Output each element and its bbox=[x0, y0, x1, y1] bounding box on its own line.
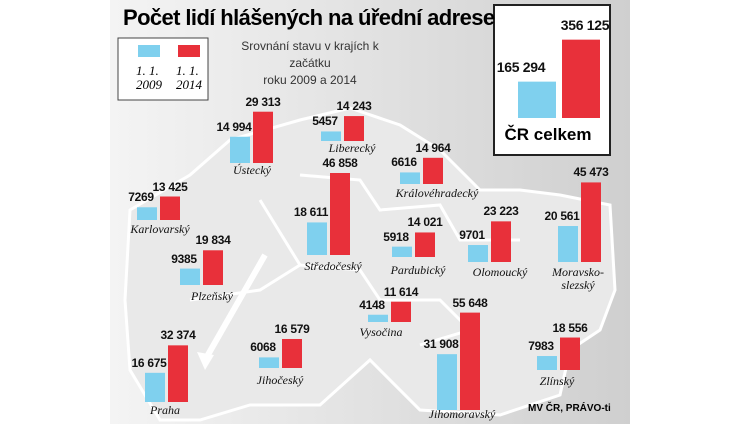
value-label: 18 556 bbox=[552, 320, 588, 335]
value-label: 55 648 bbox=[452, 295, 488, 310]
bar bbox=[391, 301, 411, 322]
value-label: 7983 bbox=[528, 339, 554, 354]
bar bbox=[460, 312, 480, 410]
legend-label: 1. 1. 2014 bbox=[176, 63, 202, 92]
bar bbox=[330, 172, 350, 255]
bar bbox=[368, 314, 388, 322]
value-label: 31 908 bbox=[423, 337, 459, 352]
value-label: 5457 bbox=[312, 114, 338, 129]
value-label: 13 425 bbox=[152, 179, 188, 194]
value-label: 4148 bbox=[359, 297, 385, 312]
bar bbox=[558, 226, 578, 262]
region-label: Liberecký bbox=[328, 141, 376, 155]
value-label: 23 223 bbox=[483, 204, 519, 219]
value-label: 14 021 bbox=[407, 215, 443, 230]
bar bbox=[400, 172, 420, 184]
region-label: Středočeský bbox=[304, 259, 362, 273]
bar bbox=[145, 372, 165, 402]
value-label: 46 858 bbox=[322, 155, 358, 170]
pointer-arrow bbox=[202, 253, 268, 362]
bar bbox=[180, 268, 200, 285]
region-label: Jihomoravský bbox=[428, 407, 496, 421]
region-label: Pardubický bbox=[390, 263, 446, 277]
bar bbox=[168, 345, 188, 402]
value-label: 14 243 bbox=[336, 99, 372, 114]
bar bbox=[321, 131, 341, 141]
value-label: 29 313 bbox=[245, 94, 281, 109]
value-label: 14 994 bbox=[216, 119, 252, 134]
bar bbox=[423, 157, 443, 184]
value-label: 14 964 bbox=[415, 140, 451, 155]
title: Počet lidí hlášených na úřední adrese bbox=[123, 5, 495, 30]
region-label: Zlínský bbox=[539, 374, 575, 388]
bar bbox=[230, 136, 250, 163]
bar bbox=[560, 337, 580, 370]
value-label: 16 675 bbox=[131, 355, 167, 370]
region-label: Královéhradecký bbox=[395, 186, 479, 200]
region-label: Plzeňský bbox=[191, 289, 233, 303]
bar bbox=[537, 356, 557, 370]
bar bbox=[137, 207, 157, 220]
total-value-label: 356 125 bbox=[560, 16, 610, 33]
value-label: 45 473 bbox=[573, 165, 609, 180]
arrow-head bbox=[197, 352, 214, 370]
bar bbox=[253, 111, 273, 163]
value-label: 6068 bbox=[250, 340, 276, 355]
bar bbox=[203, 250, 223, 285]
region-label: Vysočina bbox=[359, 325, 403, 339]
bar bbox=[282, 338, 302, 368]
bar bbox=[437, 354, 457, 410]
total-label: ČR celkem bbox=[504, 125, 592, 144]
bar bbox=[392, 246, 412, 257]
region-label: Moravsko- slezský bbox=[552, 265, 604, 292]
value-label: 11 614 bbox=[383, 284, 419, 299]
value-label: 5918 bbox=[383, 229, 409, 244]
total-bar bbox=[518, 81, 556, 118]
bar bbox=[344, 116, 364, 141]
total-bar bbox=[562, 39, 600, 119]
region-label: Olomoucký bbox=[472, 265, 528, 279]
region-label: Jihočeský bbox=[256, 373, 304, 387]
legend-label: 1. 1. 2009 bbox=[136, 63, 162, 92]
value-label: 9385 bbox=[171, 251, 197, 266]
value-label: 18 611 bbox=[293, 205, 329, 220]
region-label: Karlovarský bbox=[130, 222, 190, 236]
value-label: 32 374 bbox=[160, 328, 196, 343]
region-label: Praha bbox=[150, 403, 180, 417]
subtitle: Srovnání stavu v krajích k začátku roku … bbox=[241, 39, 379, 87]
legend-swatch bbox=[138, 45, 160, 57]
bar bbox=[415, 232, 435, 257]
region-label: Ústecký bbox=[233, 163, 271, 177]
value-label: 9701 bbox=[459, 228, 485, 243]
value-label: 20 561 bbox=[544, 209, 580, 224]
value-label: 6616 bbox=[391, 155, 417, 170]
bar bbox=[491, 221, 511, 262]
bar bbox=[468, 245, 488, 262]
total-box bbox=[493, 4, 611, 156]
bar bbox=[581, 182, 601, 262]
source: MV ČR, PRÁVO-ti bbox=[528, 403, 611, 414]
bar bbox=[160, 196, 180, 220]
legend-swatch bbox=[178, 45, 200, 57]
bar bbox=[307, 222, 327, 255]
value-label: 16 579 bbox=[274, 321, 310, 336]
value-label: 19 834 bbox=[195, 233, 231, 248]
bar bbox=[259, 357, 279, 368]
country-outline bbox=[123, 106, 617, 422]
value-label: 7269 bbox=[128, 190, 154, 205]
total-value-label: 165 294 bbox=[496, 58, 546, 75]
